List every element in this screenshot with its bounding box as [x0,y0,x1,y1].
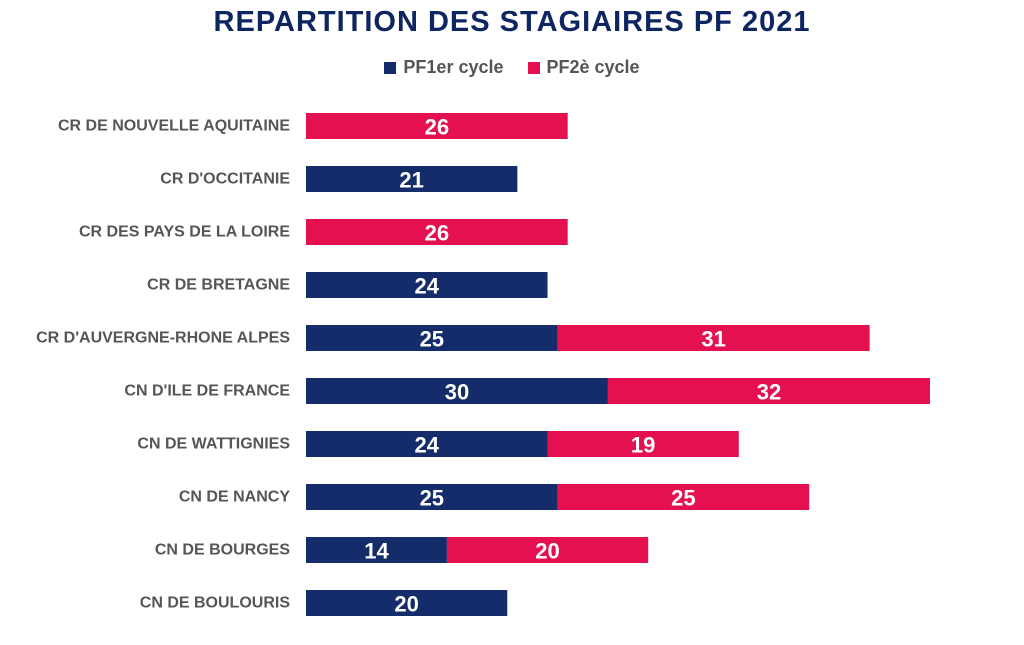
legend-item-pf2: PF2è cycle [527,57,640,78]
data-label-cn-d-ile-de-france-series-1: 30 [445,380,469,405]
data-label-cn-de-nancy-series-2: 25 [671,486,695,511]
legend-label-pf2: PF2è cycle [546,57,640,77]
category-label-cr-de-nouvelle-aquitaine: CR DE NOUVELLE AQUITAINE [58,118,290,135]
bar-cn-de-wattignies-series-2 [547,431,739,457]
legend: PF1er cycle PF2è cycle [0,57,1024,78]
category-label-cr-d-auvergne-rhone-alpes: CR D'AUVERGNE-RHONE ALPES [36,330,290,347]
bar-cn-de-nancy-series-2 [557,484,810,510]
bar-cr-d-auvergne-rhone-alpes-series-1 [306,325,558,351]
bar-cn-d-ile-de-france-series-1 [306,378,608,404]
bar-cr-des-pays-de-la-loire-series-2 [306,219,568,245]
data-label-cn-d-ile-de-france-series-2: 32 [757,380,781,405]
data-label-cr-de-bretagne-series-1: 24 [415,274,440,299]
data-label-cn-de-wattignies-series-1: 24 [415,433,440,458]
data-label-cn-de-boulouris-series-1: 20 [394,592,418,617]
data-label-cr-d-auvergne-rhone-alpes-series-1: 25 [420,327,444,352]
data-label-cr-de-nouvelle-aquitaine-series-2: 26 [425,115,449,140]
data-label-cn-de-nancy-series-1: 25 [420,486,444,511]
category-label-cn-de-bourges: CN DE BOURGES [155,542,290,559]
legend-swatch-pf2 [527,61,540,74]
category-label-cr-d-occitanie: CR D'OCCITANIE [160,171,290,188]
bar-cn-de-boulouris-series-1 [306,590,508,616]
bar-cr-d-auvergne-rhone-alpes-series-2 [557,325,870,351]
legend-swatch-pf1 [384,61,397,74]
legend-label-pf1: PF1er cycle [403,57,504,77]
category-label-cn-de-nancy: CN DE NANCY [179,489,290,506]
category-label-cr-de-bretagne: CR DE BRETAGNE [147,277,290,294]
category-label-cr-des-pays-de-la-loire: CR DES PAYS DE LA LOIRE [79,224,290,241]
bar-cn-de-bourges-series-1 [306,537,447,563]
data-label-cn-de-wattignies-series-2: 19 [631,433,655,458]
bar-cr-de-nouvelle-aquitaine-series-2 [306,113,568,139]
data-label-cn-de-bourges-series-2: 20 [535,539,559,564]
category-label-cn-d-ile-de-france: CN D'ILE DE FRANCE [124,383,290,400]
legend-item-pf1: PF1er cycle [384,57,504,78]
category-label-cn-de-wattignies: CN DE WATTIGNIES [137,436,290,453]
chart-title: REPARTITION DES STAGIAIRES PF 2021 [213,6,811,38]
data-label-cn-de-bourges-series-1: 14 [364,539,389,564]
bar-cn-d-ile-de-france-series-2 [607,378,930,404]
data-label-cr-des-pays-de-la-loire-series-2: 26 [425,221,449,246]
bar-cn-de-nancy-series-1 [306,484,558,510]
data-label-cr-d-auvergne-rhone-alpes-series-2: 31 [701,327,725,352]
category-label-cn-de-boulouris: CN DE BOULOURIS [140,595,291,612]
bar-cr-d-occitanie-series-1 [306,166,518,192]
bar-cn-de-bourges-series-2 [446,537,649,563]
bar-cr-de-bretagne-series-1 [306,272,548,298]
data-label-cr-d-occitanie-series-1: 21 [399,168,423,193]
bar-cn-de-wattignies-series-1 [306,431,548,457]
